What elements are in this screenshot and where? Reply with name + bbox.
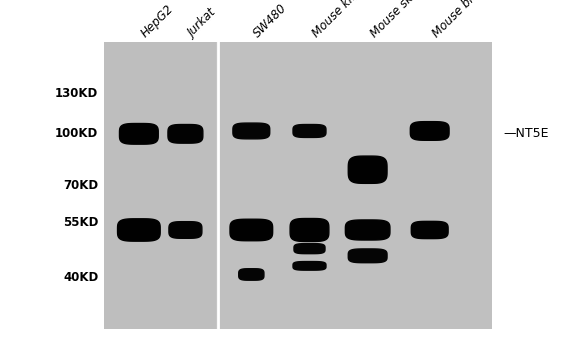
Polygon shape — [230, 219, 273, 241]
Polygon shape — [411, 222, 448, 239]
Polygon shape — [169, 222, 202, 238]
Text: Jurkat: Jurkat — [185, 7, 219, 40]
Text: SW480: SW480 — [251, 2, 290, 40]
Polygon shape — [294, 244, 325, 254]
Bar — [104, 42, 216, 329]
Text: Mouse skin: Mouse skin — [368, 0, 423, 40]
Text: 70KD: 70KD — [63, 179, 98, 192]
Polygon shape — [348, 156, 387, 183]
Text: 55KD: 55KD — [63, 216, 98, 229]
Polygon shape — [348, 249, 387, 263]
Text: —NT5E: —NT5E — [503, 127, 549, 140]
Polygon shape — [239, 269, 264, 280]
Polygon shape — [117, 219, 160, 241]
Text: 130KD: 130KD — [55, 87, 98, 100]
Polygon shape — [410, 122, 449, 140]
Bar — [220, 42, 492, 329]
Polygon shape — [290, 218, 329, 242]
Text: Mouse kidney: Mouse kidney — [310, 0, 376, 40]
Polygon shape — [168, 125, 203, 143]
Polygon shape — [293, 261, 326, 270]
Text: HepG2: HepG2 — [139, 2, 176, 40]
Text: 100KD: 100KD — [55, 127, 98, 140]
Polygon shape — [120, 124, 158, 144]
Text: Mouse brain: Mouse brain — [430, 0, 490, 40]
Polygon shape — [346, 220, 390, 240]
Polygon shape — [293, 125, 326, 138]
Text: 40KD: 40KD — [63, 271, 98, 284]
Polygon shape — [233, 123, 270, 139]
